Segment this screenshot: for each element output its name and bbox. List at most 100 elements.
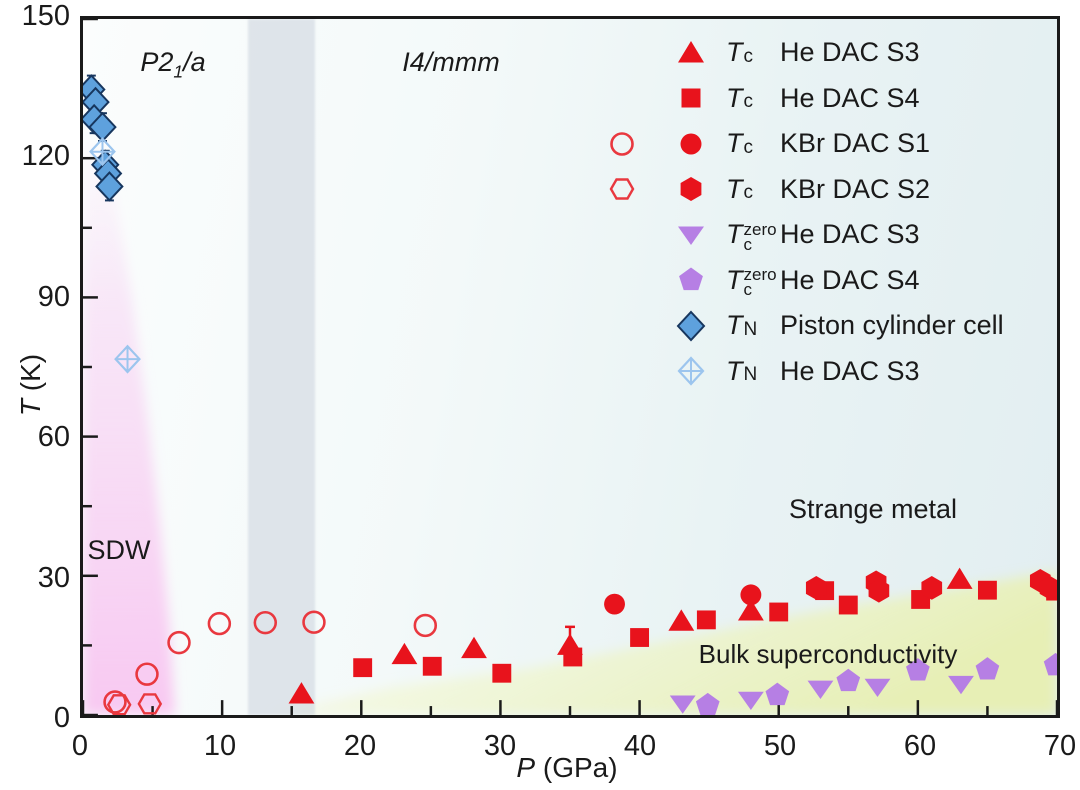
marker-diamond-crossed — [89, 137, 116, 167]
y-tick-label: 150 — [21, 0, 70, 32]
circle-icon — [680, 133, 702, 155]
series-tn-he-dac-s3 — [89, 137, 141, 374]
marker-triangle-up — [946, 567, 973, 589]
square-icon — [681, 88, 701, 108]
marker-square — [696, 610, 716, 630]
x-tick-label: 50 — [763, 730, 797, 762]
series-tc-zero-he-dac-s3 — [669, 675, 974, 714]
bulk-superconductivity-region — [270, 571, 1057, 715]
marker-square — [681, 88, 701, 108]
marker-pentagon — [1043, 652, 1057, 676]
structural-transition-band — [248, 19, 316, 715]
x-axis-title: P (GPa) — [516, 752, 618, 783]
series-tn-piston-cylinder-cell — [83, 74, 124, 202]
marker-square — [353, 658, 373, 678]
marker-diamond — [95, 171, 124, 202]
x-tick-label: 10 — [203, 730, 237, 762]
marker-triangle-up — [288, 682, 315, 704]
marker-pentagon — [765, 682, 790, 706]
legend-label: He DAC S3 — [780, 219, 920, 250]
phase-label-bulk-superconductivity: Bulk superconductivity — [698, 639, 958, 669]
legend-label: Piston cylinder cell — [780, 310, 1004, 341]
marker-square — [422, 656, 442, 676]
marker-triangle-up — [737, 599, 764, 621]
marker-triangle-down — [678, 226, 704, 245]
diamond-icon — [676, 310, 706, 342]
triangle-down-icon — [678, 226, 704, 245]
legend-item: T N Piston cylinder cell — [588, 303, 1004, 349]
legend-label: He DAC S4 — [780, 264, 920, 295]
marker-circle-open — [610, 131, 634, 156]
circle-open-icon — [610, 131, 634, 156]
series-tc-kbr-dac-s1-filled- — [604, 584, 762, 615]
marker-circle-open — [167, 630, 191, 655]
marker-circle-open — [103, 690, 127, 714]
marker-circle-open — [302, 610, 326, 634]
x-tick-label: 70 — [1043, 730, 1077, 762]
axis-ticks — [83, 19, 1057, 715]
y-tick-label: 120 — [21, 140, 70, 173]
marker-triangle-down — [864, 678, 891, 698]
marker-triangle-down — [669, 695, 696, 714]
marker-triangle-up — [678, 40, 704, 63]
phase-label-strange-metal: Strange metal — [788, 494, 958, 524]
series-tc-zero-he-dac-s4 — [695, 652, 1057, 715]
marker-square — [492, 663, 512, 683]
marker-hexagon-open — [106, 694, 132, 715]
marker-circle-open — [253, 610, 278, 635]
marker-circle — [740, 584, 762, 606]
marker-hexagon-open — [609, 178, 635, 200]
marker-square — [977, 580, 997, 600]
x-tick-label: 30 — [483, 730, 517, 762]
triangle-up-icon — [678, 40, 704, 63]
marker-circle — [680, 133, 702, 155]
hexagon-open-icon — [609, 178, 635, 200]
marker-hexagon — [921, 575, 943, 600]
marker-hexagon — [868, 578, 890, 603]
marker-triangle-up — [668, 609, 695, 631]
marker-circle-open — [135, 662, 159, 686]
series-tc-kbr-dac-s1-open- — [103, 610, 438, 714]
legend-item: T N He DAC S3 — [588, 349, 1004, 395]
series-tc-kbr-dac-s2-open- — [106, 693, 163, 715]
y-tick-label: 90 — [37, 280, 70, 313]
marker-diamond — [676, 310, 706, 342]
series-tc-kbr-dac-s2-filled- — [805, 568, 1057, 603]
legend-label: He DAC S3 — [780, 37, 920, 68]
marker-square — [563, 647, 583, 667]
marker-pentagon — [906, 658, 930, 681]
marker-diamond-crossed — [677, 356, 705, 386]
marker-pentagon — [679, 267, 703, 291]
x-tick-label: 0 — [71, 730, 89, 762]
marker-hexagon — [1039, 575, 1057, 600]
x-tick-label: 40 — [623, 730, 657, 762]
marker-square — [838, 595, 858, 615]
y-tick-label: 60 — [37, 421, 70, 454]
y-tick-label: 0 — [53, 702, 70, 734]
marker-triangle-up — [391, 642, 418, 665]
x-tick-label: 60 — [903, 730, 937, 762]
marker-circle-open — [207, 611, 232, 636]
marker-square — [769, 602, 789, 622]
diamond-crossed-icon — [677, 356, 705, 386]
phase-label-sdw: SDW — [87, 535, 151, 565]
marker-pentagon — [695, 692, 720, 715]
hexagon-icon — [680, 177, 702, 202]
marker-triangle-down — [807, 680, 834, 699]
legend-label: KBr DAC S1 — [780, 128, 931, 159]
phase-regions-layer — [83, 121, 1057, 715]
phase-label-i4mmm: I4/mmm — [402, 47, 500, 77]
marker-diamond-crossed — [114, 344, 141, 374]
x-tick-label: 20 — [343, 730, 377, 762]
